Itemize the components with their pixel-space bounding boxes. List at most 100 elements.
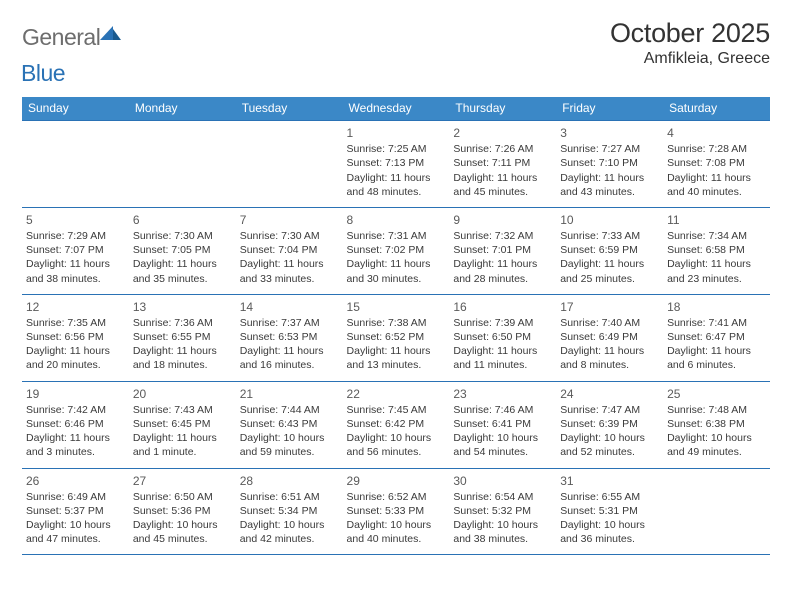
- calendar-day-cell: 6Sunrise: 7:30 AMSunset: 7:05 PMDaylight…: [129, 207, 236, 294]
- day-number: 16: [453, 299, 552, 315]
- calendar-week-row: 12Sunrise: 7:35 AMSunset: 6:56 PM Dayligh…: [22, 294, 770, 381]
- sunset-line: Sunset: 7:07 PM: [26, 243, 125, 257]
- daylight-line: Daylight: 11 hours and 33 minutes.: [240, 257, 339, 285]
- calendar-table: SundayMondayTuesdayWednesdayThursdayFrid…: [22, 97, 770, 555]
- day-number: 15: [347, 299, 446, 315]
- daylight-line: Daylight: 10 hours and 54 minutes.: [453, 431, 552, 459]
- calendar-week-row: 5Sunrise: 7:29 AMSunset: 7:07 PMDaylight…: [22, 207, 770, 294]
- daylight-line: Daylight: 11 hours and 30 minutes.: [347, 257, 446, 285]
- day-number: 24: [560, 386, 659, 402]
- sunrise-line: Sunrise: 7:42 AM: [26, 403, 125, 417]
- daylight-line: Daylight: 10 hours and 59 minutes.: [240, 431, 339, 459]
- day-number: 4: [667, 125, 766, 141]
- sunrise-line: Sunrise: 7:41 AM: [667, 316, 766, 330]
- sunrise-line: Sunrise: 6:52 AM: [347, 490, 446, 504]
- daylight-line: Daylight: 11 hours and 38 minutes.: [26, 257, 125, 285]
- calendar-day-cell: 10Sunrise: 7:33 AMSunset: 6:59 PMDayligh…: [556, 207, 663, 294]
- calendar-day-cell: 12Sunrise: 7:35 AMSunset: 6:56 PMDayligh…: [22, 294, 129, 381]
- day-number: 14: [240, 299, 339, 315]
- calendar-day-cell: 22Sunrise: 7:45 AMSunset: 6:42 PMDayligh…: [343, 381, 450, 468]
- day-number: 27: [133, 473, 232, 489]
- daylight-line: Daylight: 11 hours and 3 minutes.: [26, 431, 125, 459]
- calendar-day-cell: 9Sunrise: 7:32 AMSunset: 7:01 PMDaylight…: [449, 207, 556, 294]
- sunrise-line: Sunrise: 7:40 AM: [560, 316, 659, 330]
- day-number: 30: [453, 473, 552, 489]
- day-number: 17: [560, 299, 659, 315]
- sunset-line: Sunset: 7:01 PM: [453, 243, 552, 257]
- day-number: 25: [667, 386, 766, 402]
- sunset-line: Sunset: 6:45 PM: [133, 417, 232, 431]
- calendar-day-cell: 13Sunrise: 7:36 AMSunset: 6:55 PMDayligh…: [129, 294, 236, 381]
- day-number: 8: [347, 212, 446, 228]
- calendar-day-cell: 30Sunrise: 6:54 AMSunset: 5:32 PMDayligh…: [449, 468, 556, 555]
- daylight-line: Daylight: 11 hours and 35 minutes.: [133, 257, 232, 285]
- sunset-line: Sunset: 5:34 PM: [240, 504, 339, 518]
- sunrise-line: Sunrise: 6:51 AM: [240, 490, 339, 504]
- sunrise-line: Sunrise: 7:29 AM: [26, 229, 125, 243]
- sunrise-line: Sunrise: 7:35 AM: [26, 316, 125, 330]
- day-number: 1: [347, 125, 446, 141]
- sunset-line: Sunset: 6:47 PM: [667, 330, 766, 344]
- calendar-day-cell: 19Sunrise: 7:42 AMSunset: 6:46 PMDayligh…: [22, 381, 129, 468]
- calendar-day-cell: 2Sunrise: 7:26 AMSunset: 7:11 PMDaylight…: [449, 121, 556, 208]
- sunrise-line: Sunrise: 6:55 AM: [560, 490, 659, 504]
- day-number: 23: [453, 386, 552, 402]
- daylight-line: Daylight: 11 hours and 18 minutes.: [133, 344, 232, 372]
- day-number: 5: [26, 212, 125, 228]
- sunset-line: Sunset: 6:56 PM: [26, 330, 125, 344]
- sunrise-line: Sunrise: 7:48 AM: [667, 403, 766, 417]
- calendar-day-cell: 25Sunrise: 7:48 AMSunset: 6:38 PMDayligh…: [663, 381, 770, 468]
- sunrise-line: Sunrise: 7:36 AM: [133, 316, 232, 330]
- sunset-line: Sunset: 7:08 PM: [667, 156, 766, 170]
- daylight-line: Daylight: 10 hours and 40 minutes.: [347, 518, 446, 546]
- calendar-day-cell: 11Sunrise: 7:34 AMSunset: 6:58 PMDayligh…: [663, 207, 770, 294]
- logo-text-general: General: [22, 24, 100, 51]
- calendar-week-row: 19Sunrise: 7:42 AMSunset: 6:46 PMDayligh…: [22, 381, 770, 468]
- day-number: 11: [667, 212, 766, 228]
- sunrise-line: Sunrise: 7:45 AM: [347, 403, 446, 417]
- calendar-day-cell: 20Sunrise: 7:43 AMSunset: 6:45 PMDayligh…: [129, 381, 236, 468]
- daylight-line: Daylight: 11 hours and 13 minutes.: [347, 344, 446, 372]
- day-number: 31: [560, 473, 659, 489]
- sunrise-line: Sunrise: 7:32 AM: [453, 229, 552, 243]
- calendar-day-cell: [663, 468, 770, 555]
- day-number: 7: [240, 212, 339, 228]
- sunset-line: Sunset: 6:53 PM: [240, 330, 339, 344]
- daylight-line: Daylight: 11 hours and 28 minutes.: [453, 257, 552, 285]
- calendar-day-header: Monday: [129, 97, 236, 121]
- sunset-line: Sunset: 5:36 PM: [133, 504, 232, 518]
- day-number: 12: [26, 299, 125, 315]
- daylight-line: Daylight: 11 hours and 8 minutes.: [560, 344, 659, 372]
- sunset-line: Sunset: 7:10 PM: [560, 156, 659, 170]
- sunset-line: Sunset: 7:02 PM: [347, 243, 446, 257]
- sunrise-line: Sunrise: 7:30 AM: [240, 229, 339, 243]
- logo: General: [22, 18, 125, 51]
- day-number: 2: [453, 125, 552, 141]
- sunset-line: Sunset: 7:04 PM: [240, 243, 339, 257]
- sunrise-line: Sunrise: 7:38 AM: [347, 316, 446, 330]
- sunset-line: Sunset: 6:43 PM: [240, 417, 339, 431]
- calendar-day-header: Wednesday: [343, 97, 450, 121]
- calendar-day-cell: 29Sunrise: 6:52 AMSunset: 5:33 PMDayligh…: [343, 468, 450, 555]
- sunset-line: Sunset: 6:55 PM: [133, 330, 232, 344]
- daylight-line: Daylight: 10 hours and 42 minutes.: [240, 518, 339, 546]
- daylight-line: Daylight: 11 hours and 16 minutes.: [240, 344, 339, 372]
- calendar-day-cell: 15Sunrise: 7:38 AMSunset: 6:52 PMDayligh…: [343, 294, 450, 381]
- sunset-line: Sunset: 6:50 PM: [453, 330, 552, 344]
- daylight-line: Daylight: 11 hours and 45 minutes.: [453, 171, 552, 199]
- sunrise-line: Sunrise: 7:34 AM: [667, 229, 766, 243]
- day-number: 22: [347, 386, 446, 402]
- day-number: 21: [240, 386, 339, 402]
- daylight-line: Daylight: 10 hours and 38 minutes.: [453, 518, 552, 546]
- day-number: 6: [133, 212, 232, 228]
- sunset-line: Sunset: 7:05 PM: [133, 243, 232, 257]
- sunrise-line: Sunrise: 7:26 AM: [453, 142, 552, 156]
- day-number: 10: [560, 212, 659, 228]
- calendar-day-cell: 23Sunrise: 7:46 AMSunset: 6:41 PMDayligh…: [449, 381, 556, 468]
- sunrise-line: Sunrise: 7:25 AM: [347, 142, 446, 156]
- calendar-day-cell: 24Sunrise: 7:47 AMSunset: 6:39 PMDayligh…: [556, 381, 663, 468]
- sunset-line: Sunset: 6:39 PM: [560, 417, 659, 431]
- sunset-line: Sunset: 6:41 PM: [453, 417, 552, 431]
- daylight-line: Daylight: 11 hours and 1 minute.: [133, 431, 232, 459]
- calendar-day-cell: 16Sunrise: 7:39 AMSunset: 6:50 PMDayligh…: [449, 294, 556, 381]
